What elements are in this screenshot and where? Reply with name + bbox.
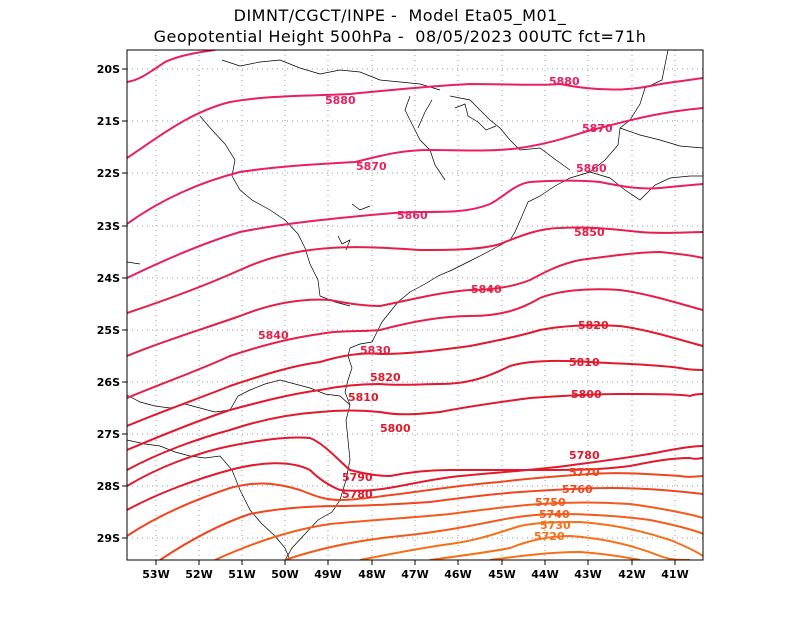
- contour-5870: [127, 107, 703, 225]
- contour-5850: [127, 226, 703, 314]
- contour-5780: [127, 445, 703, 511]
- lat-tick-label: 26S: [97, 376, 120, 389]
- contour-5860: [127, 179, 703, 279]
- lon-tick-label: 43W: [574, 568, 601, 581]
- graticule: [127, 50, 703, 560]
- contour-label: 5880: [549, 75, 580, 88]
- lat-tick-label: 25S: [97, 324, 120, 337]
- map-title-line-2: Geopotential Height 500hPa - 08/05/2023 …: [153, 27, 647, 46]
- lon-tick-label: 45W: [488, 568, 515, 581]
- lon-tick-label: 53W: [142, 568, 169, 581]
- map-title-line-1: DIMNT/CGCT/INPE - Model Eta05_M01_: [233, 6, 567, 25]
- contour-label: 5840: [471, 283, 502, 296]
- contour-label: 5880: [325, 94, 356, 107]
- lon-tick-label: 49W: [314, 568, 341, 581]
- contour-label: 5830: [360, 344, 391, 357]
- lat-tick-label: 22S: [97, 167, 120, 180]
- lon-tick-label: 46W: [444, 568, 471, 581]
- contour-5740: [284, 512, 703, 560]
- contour-label: 5790: [342, 471, 373, 484]
- contour-label: 5780: [342, 488, 373, 501]
- lon-tick-label: 50W: [271, 568, 298, 581]
- contour-label: 5800: [380, 422, 411, 435]
- lat-tick-label: 29S: [97, 532, 120, 545]
- contour-5750: [214, 501, 703, 560]
- lat-tick-label: 23S: [97, 220, 120, 233]
- lat-tick-label: 20S: [97, 63, 120, 76]
- contour-5720: [429, 534, 691, 560]
- contour-label: 5820: [370, 371, 401, 384]
- contour-label: 5810: [569, 356, 600, 369]
- contour-label: 5800: [571, 388, 602, 401]
- contour-label: 5730: [540, 519, 571, 532]
- contour-label: 5870: [356, 160, 387, 173]
- contour-label: 5750: [535, 496, 566, 509]
- contour-5730: [359, 520, 703, 560]
- contour-label: 5770: [569, 466, 600, 479]
- coastline-and-borders: [127, 50, 703, 560]
- contour-label: 5860: [576, 162, 607, 175]
- contour-label: 5780: [569, 449, 600, 462]
- contour-5830: [127, 288, 703, 399]
- contour-label: 5870: [582, 122, 613, 135]
- contour-5770: [127, 472, 703, 537]
- lon-tick-label: 42W: [618, 568, 645, 581]
- lat-tick-label: 24S: [97, 272, 120, 285]
- contour-5710: [489, 550, 641, 560]
- contour-label: 5850: [574, 226, 605, 239]
- contour-5820: [127, 324, 703, 427]
- contour-label: 5840: [258, 329, 289, 342]
- contour-5790: [127, 436, 703, 487]
- contour-label: 5810: [348, 391, 379, 404]
- lon-tick-label: 47W: [401, 568, 428, 581]
- lon-tick-label: 51W: [228, 568, 255, 581]
- contour-5880-a: [127, 50, 216, 83]
- contour-5840: [127, 250, 703, 357]
- lon-tick-label: 48W: [358, 568, 385, 581]
- lon-tick-label: 52W: [185, 568, 212, 581]
- contour-5800: [127, 392, 703, 471]
- lat-tick-label: 21S: [97, 115, 120, 128]
- contour-label: 5740: [539, 508, 570, 521]
- contour-label: 5760: [562, 483, 593, 496]
- contour-5880-b: [127, 77, 703, 159]
- contour-5760: [159, 486, 703, 560]
- contour-5810: [127, 359, 703, 451]
- lat-tick-label: 28S: [97, 480, 120, 493]
- lon-tick-label: 44W: [531, 568, 558, 581]
- lon-tick-label: 41W: [661, 568, 688, 581]
- contour-label: 5720: [534, 530, 565, 543]
- contour-label: 5860: [397, 209, 428, 222]
- contour-label: 5820: [578, 319, 609, 332]
- lat-tick-label: 27S: [97, 428, 120, 441]
